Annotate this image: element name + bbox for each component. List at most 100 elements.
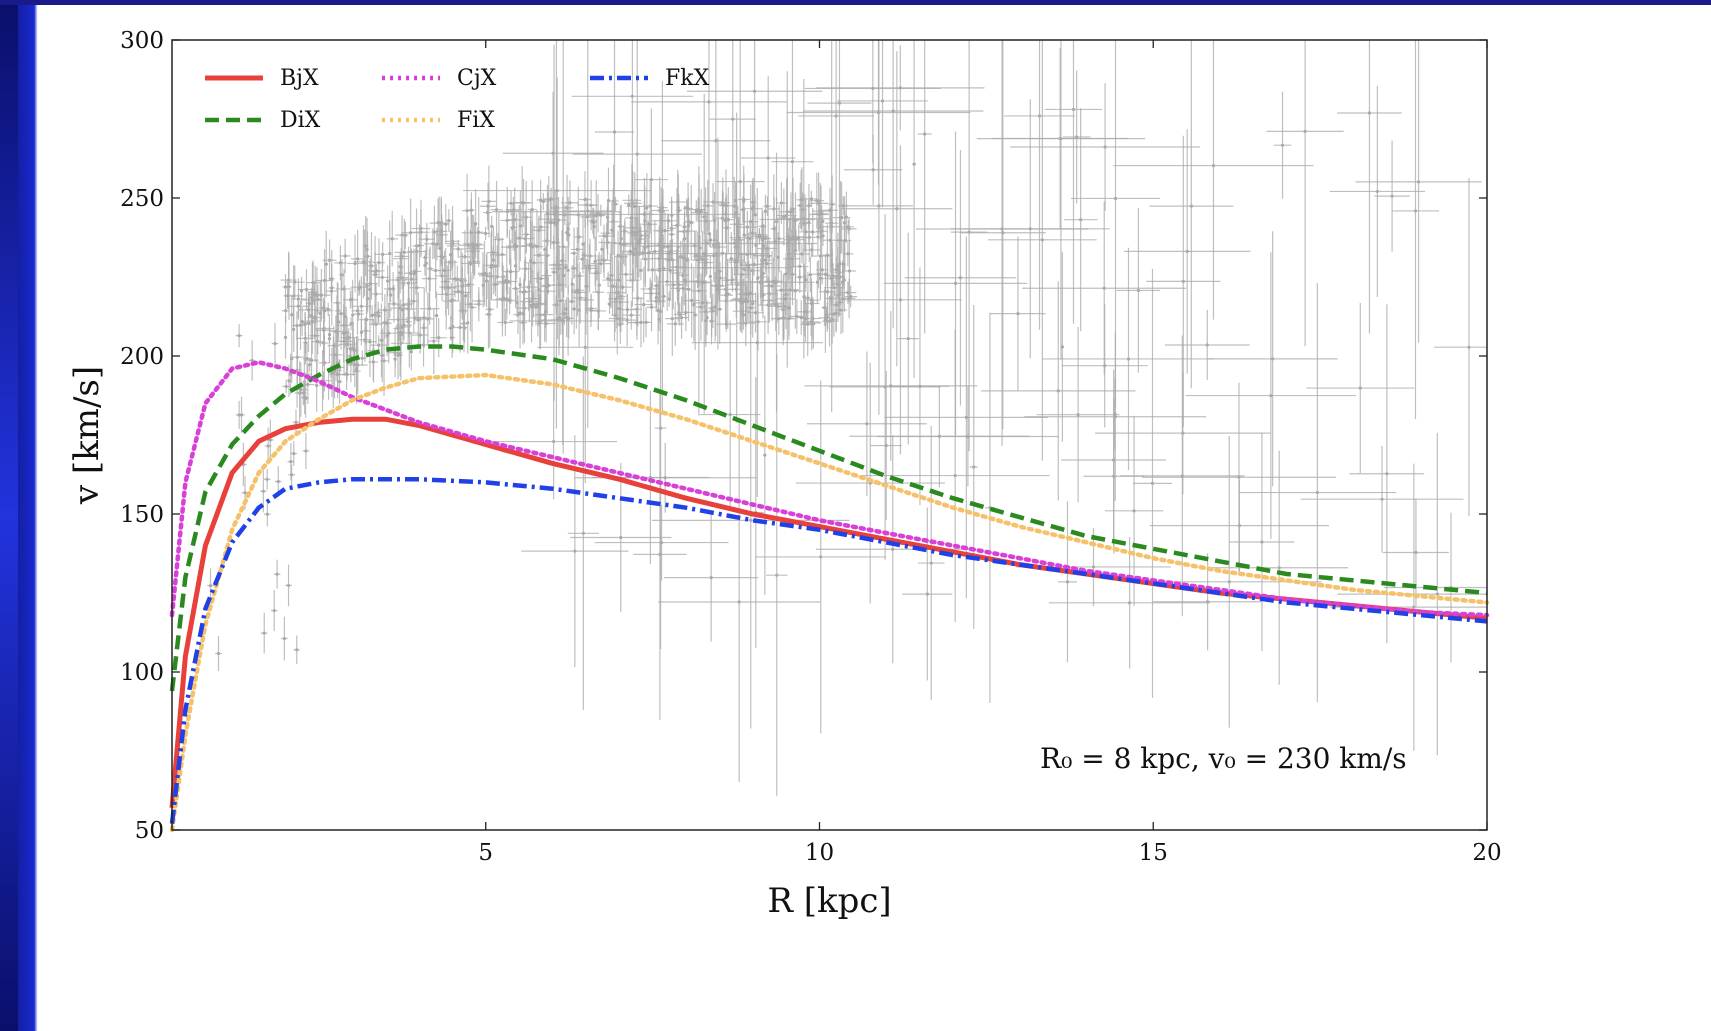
data-point-errorbar (358, 318, 372, 362)
data-point-errorbar (510, 213, 514, 244)
data-point-errorbar (665, 260, 682, 310)
data-point-errorbar (849, 385, 1030, 488)
data-point-errorbar (315, 249, 334, 312)
data-point-errorbar (567, 222, 571, 248)
data-point-errorbar (632, 270, 644, 327)
data-point-errorbar (839, 281, 857, 304)
legend-label: DiX (280, 108, 321, 133)
data-point-errorbar (521, 435, 629, 668)
data-point-errorbar (1022, 201, 1187, 375)
curve-dix (169, 344, 1488, 692)
data-point-errorbar (776, 282, 795, 316)
x-tick-label: 15 (1139, 840, 1168, 866)
data-point-errorbar (715, 40, 765, 331)
data-point-errorbar (299, 380, 307, 406)
data-point-errorbar (763, 315, 767, 595)
data-point-errorbar (884, 236, 1049, 599)
slide-side-band (0, 0, 18, 1031)
data-point-errorbar (904, 149, 1017, 406)
data-point-errorbar (841, 218, 857, 240)
data-point-errorbar (350, 290, 354, 309)
data-point-errorbar (684, 232, 690, 287)
data-point-errorbar (976, 40, 1146, 360)
data-point-errorbar (436, 198, 440, 247)
data-point-errorbar (375, 253, 390, 302)
data-point-errorbar (1306, 303, 1415, 474)
axis-ticks: 5 10 15 20 50 100 150 200 250 300 (120, 28, 1502, 866)
x-tick-label: 5 (478, 840, 493, 866)
data-point-errorbar (990, 236, 1046, 391)
data-point-errorbar (1060, 251, 1065, 442)
data-point-errorbar (917, 40, 932, 334)
data-point-errorbar (1010, 83, 1201, 211)
data-point-errorbar (235, 400, 243, 430)
data-point-errorbar (708, 279, 715, 338)
data-point-errorbar (522, 216, 530, 253)
data-point-errorbar (283, 316, 288, 359)
data-point-errorbar (688, 185, 695, 261)
data-point-errorbar (491, 226, 496, 295)
legend-item-dix: DiX (205, 108, 321, 133)
data-point-errorbar (290, 295, 294, 335)
data-point-errorbar (386, 265, 390, 297)
data-point-errorbar (412, 209, 430, 256)
data-point-errorbar (598, 204, 604, 226)
data-point-errorbar (631, 40, 787, 231)
data-point-errorbar (776, 182, 787, 224)
data-point-errorbar (690, 166, 707, 416)
data-point-errorbar (842, 241, 854, 267)
data-point-errorbar (665, 281, 680, 356)
x-tick-label: 10 (805, 840, 834, 866)
data-point-errorbar (751, 269, 755, 338)
data-point-errorbar (480, 226, 491, 241)
data-point-errorbar (533, 219, 545, 291)
data-point-errorbar (401, 198, 420, 267)
data-point-errorbar (1337, 40, 1402, 334)
data-point-errorbar (452, 302, 468, 353)
data-point-errorbar (1434, 178, 1487, 517)
data-point-errorbar (745, 253, 763, 276)
data-point-errorbar (281, 616, 288, 661)
data-point-errorbar (407, 244, 426, 259)
data-point-errorbar (541, 276, 555, 295)
data-point-errorbar (622, 300, 641, 330)
data-point-errorbar (260, 612, 268, 654)
data-point-errorbar (442, 204, 449, 245)
data-point-errorbar (1210, 450, 1349, 685)
data-point-errorbar (1142, 382, 1336, 572)
data-point-errorbar (1048, 537, 1211, 669)
data-point-errorbar (434, 251, 450, 301)
y-tick-label: 250 (120, 186, 164, 212)
data-point-errorbar (593, 236, 597, 286)
data-point-errorbar (1062, 70, 1091, 204)
data-point-errorbar (347, 234, 363, 293)
data-point-errorbar (460, 228, 480, 299)
data-point-errorbar (771, 40, 814, 297)
data-point-errorbar (473, 189, 478, 259)
data-point-errorbar (870, 370, 903, 521)
curve-fkx (169, 476, 1488, 824)
data-point-errorbar (488, 300, 492, 319)
data-point-errorbar (605, 201, 610, 234)
data-point-errorbar (283, 282, 292, 309)
data-point-errorbar (600, 238, 604, 260)
data-point-errorbar (490, 383, 618, 500)
data-point-errorbar (661, 40, 771, 337)
data-point-errorbar (475, 286, 483, 322)
data-point-errorbar (821, 289, 828, 326)
legend-item-bjx: BjX (205, 66, 319, 91)
data-point-errorbar (514, 178, 533, 228)
legend: BjX DiX CjX FiX FkX (205, 66, 710, 133)
data-point-errorbar (708, 255, 713, 298)
data-point-errorbar (263, 469, 271, 490)
data-point-errorbar (747, 292, 764, 333)
data-point-errorbar (1057, 501, 1077, 663)
x-tick-label: 20 (1472, 840, 1501, 866)
data-point-errorbar (897, 232, 919, 445)
data-point-errorbar (462, 262, 475, 308)
data-point-errorbar (410, 248, 422, 295)
data-point-errorbar (1266, 40, 1344, 347)
data-point-errorbar (808, 257, 813, 293)
data-point-errorbar (395, 215, 409, 255)
data-point-errorbar (763, 196, 772, 217)
